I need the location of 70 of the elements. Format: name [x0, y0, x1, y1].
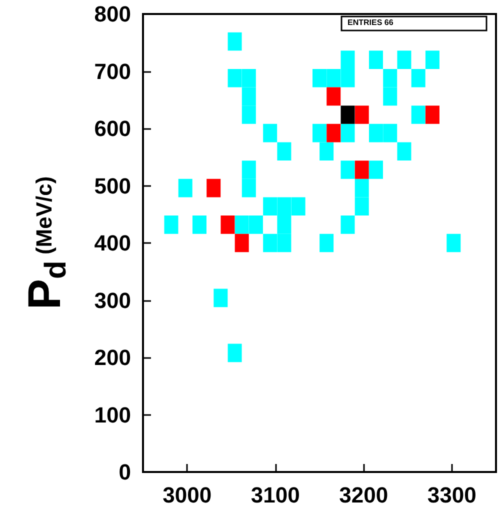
point: [340, 216, 355, 234]
point: [192, 216, 206, 234]
y-tick-label: 400: [94, 230, 131, 256]
y-tick-label: 800: [94, 2, 131, 26]
point: [425, 106, 440, 124]
point: [383, 87, 398, 106]
point: [397, 142, 412, 161]
point: [242, 87, 256, 106]
point: [228, 344, 242, 362]
point: [220, 216, 235, 234]
x-tick-label: 3200: [339, 482, 388, 508]
point: [234, 234, 249, 252]
point: [312, 124, 326, 142]
point: [320, 142, 334, 161]
point: [326, 68, 341, 88]
point: [178, 178, 192, 198]
y-tick-label: 700: [94, 58, 131, 84]
point: [340, 68, 355, 88]
point: [234, 216, 249, 234]
y-tick-label: 500: [94, 173, 131, 198]
y-tick-label: 300: [94, 288, 131, 313]
point: [383, 124, 398, 142]
point: [368, 124, 383, 142]
point: [368, 160, 383, 179]
point: [340, 160, 355, 179]
y-tick-label: 0: [118, 460, 131, 484]
point: [277, 142, 292, 161]
annotation: ENTRIES 66: [348, 18, 394, 27]
y-tick-label: 200: [94, 345, 131, 370]
point: [228, 68, 242, 88]
point: [411, 106, 426, 124]
x-tick-label: 3100: [250, 482, 300, 508]
point: [206, 178, 221, 198]
point: [263, 197, 278, 216]
point: [383, 68, 398, 88]
point: [326, 124, 341, 142]
point: [340, 50, 355, 69]
point: [263, 124, 278, 142]
point: [228, 32, 242, 51]
point: [397, 50, 412, 69]
point: [446, 234, 461, 252]
x-tick-label: 3300: [427, 482, 476, 508]
point: [340, 124, 355, 142]
point: [320, 234, 334, 252]
point: [214, 288, 228, 308]
y-axis-title: Pd (MeV/c): [18, 176, 72, 310]
point: [277, 197, 292, 216]
y-tick-label: 600: [94, 116, 131, 141]
point: [354, 160, 369, 179]
point: [242, 68, 256, 88]
point: [354, 197, 369, 216]
point: [425, 50, 440, 69]
point: [277, 216, 292, 234]
point: [354, 106, 369, 124]
point: [354, 178, 369, 198]
point: [411, 68, 426, 88]
point: [368, 50, 383, 69]
point: [242, 160, 256, 179]
point: [242, 106, 256, 124]
point: [248, 216, 263, 234]
x-tick-label: 3000: [162, 482, 212, 508]
point: [164, 216, 178, 234]
point: [291, 197, 306, 216]
y-tick-label: 100: [94, 402, 131, 428]
point: [340, 106, 355, 124]
point: [263, 234, 278, 252]
point: [326, 87, 341, 106]
point: [312, 68, 326, 88]
point: [277, 234, 292, 252]
point: [242, 178, 256, 198]
